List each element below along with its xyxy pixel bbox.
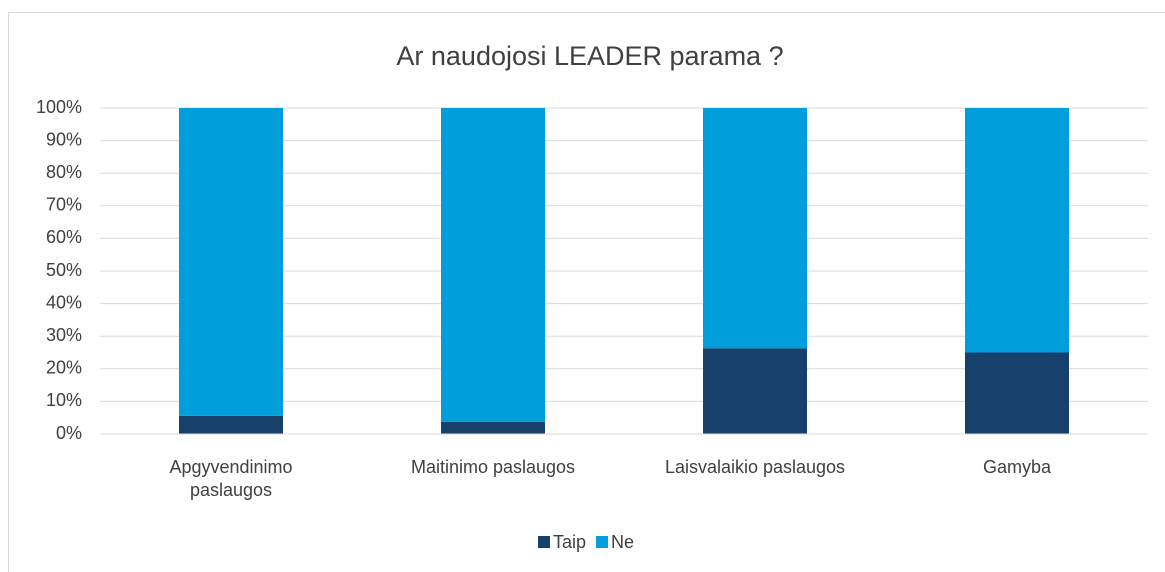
y-tick-label: 80% xyxy=(46,162,82,182)
x-tick-label: Apgyvendinimo paslaugos xyxy=(169,457,293,500)
y-tick-label: 60% xyxy=(46,227,82,247)
x-tick-label: Laisvalaikio paslaugos xyxy=(664,457,846,477)
legend-label: Taip xyxy=(553,532,586,552)
bar-segment xyxy=(965,352,1069,434)
bar-segment xyxy=(965,108,1069,353)
y-tick-label: 90% xyxy=(46,129,82,149)
y-tick-label: 30% xyxy=(46,325,82,345)
bar-segment xyxy=(441,421,545,434)
y-tick-label: 20% xyxy=(46,358,82,378)
y-tick-label: 0% xyxy=(56,423,82,443)
bar-segment xyxy=(703,348,807,434)
y-tick-label: 50% xyxy=(46,260,82,280)
y-tick-label: 40% xyxy=(46,292,82,312)
legend-swatch xyxy=(538,536,550,548)
bar-segment xyxy=(179,108,283,416)
x-tick-label: Maitinimo paslaugos xyxy=(410,457,576,477)
y-tick-label: 70% xyxy=(46,195,82,215)
x-tick-label: Gamyba xyxy=(982,457,1052,477)
bar-segment xyxy=(441,108,545,422)
bar-segment xyxy=(703,108,807,349)
legend-label: Ne xyxy=(611,532,634,552)
y-tick-label: 10% xyxy=(46,390,82,410)
legend-swatch xyxy=(596,536,609,548)
chart-title: Ar naudojosi LEADER parama ? xyxy=(396,41,783,71)
bar-segment xyxy=(179,415,283,434)
y-tick-label: 100% xyxy=(36,97,82,117)
